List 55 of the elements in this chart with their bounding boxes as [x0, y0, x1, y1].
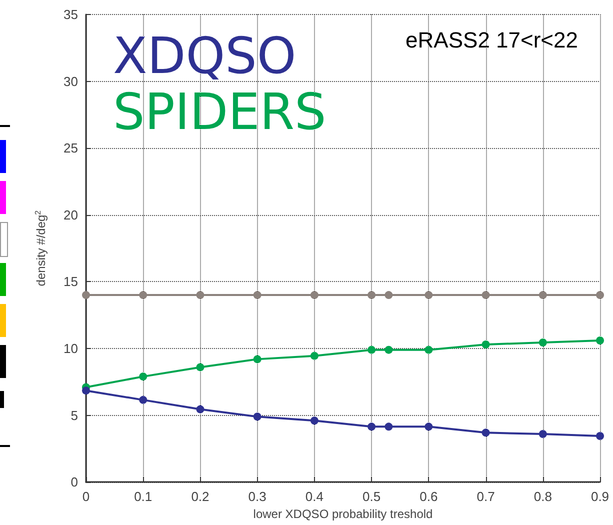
point: [538, 291, 547, 300]
x-tick-label: 0.4: [305, 489, 324, 504]
x-tick-label: 0.9: [590, 489, 610, 504]
point: [139, 396, 148, 404]
point: [368, 346, 376, 354]
x-tick-label: 0.6: [420, 489, 438, 504]
y-tick-label: 15: [64, 274, 78, 290]
point: [310, 291, 318, 300]
point: [196, 363, 204, 372]
text: eRASS2 17<r<22: [406, 28, 578, 52]
y-tick-label: 10: [64, 341, 78, 356]
point: [139, 372, 148, 381]
point: [596, 336, 604, 344]
point: [482, 291, 490, 300]
point: [82, 291, 90, 300]
y-tick-label: 0: [70, 474, 78, 490]
x-tick-label: 0.8: [534, 489, 552, 504]
x-tick-label: 0.5: [362, 489, 381, 504]
point: [482, 428, 490, 437]
point: [384, 291, 393, 300]
x-tick-label: 0: [82, 489, 90, 504]
y-tick-label: 20: [64, 207, 78, 222]
point: [253, 412, 262, 421]
point: [310, 416, 318, 425]
point: [310, 352, 318, 360]
text: XDQSO: [113, 27, 296, 85]
y-tick-label: 5: [70, 408, 78, 423]
point: [368, 422, 376, 431]
point: [482, 340, 490, 348]
x-axis-title: lower XDQSO probability treshold: [253, 507, 433, 521]
x-tick-label: 0.1: [134, 489, 152, 504]
point: [368, 291, 376, 300]
point: [384, 346, 393, 354]
point: [196, 405, 204, 414]
y-tick-label: 25: [64, 140, 78, 156]
point: [538, 338, 547, 346]
y-tick-label: 30: [64, 74, 78, 89]
point: [196, 291, 204, 300]
point: [596, 291, 604, 300]
point: [424, 291, 433, 300]
x-tick-label: 0.7: [476, 489, 495, 504]
point: [253, 355, 262, 364]
point: [139, 291, 148, 300]
point: [384, 422, 393, 431]
y-axis-title: density #/deg2: [34, 210, 48, 286]
point: [538, 430, 547, 438]
point: [253, 291, 262, 300]
point: [424, 422, 433, 431]
x-tick-label: 0.2: [191, 489, 210, 504]
point: [82, 386, 90, 395]
y-tick-label: 35: [64, 7, 78, 22]
text: SPIDERS: [113, 83, 326, 141]
x-tick-label: 0.3: [248, 489, 266, 504]
point: [424, 346, 433, 354]
point: [596, 432, 604, 440]
